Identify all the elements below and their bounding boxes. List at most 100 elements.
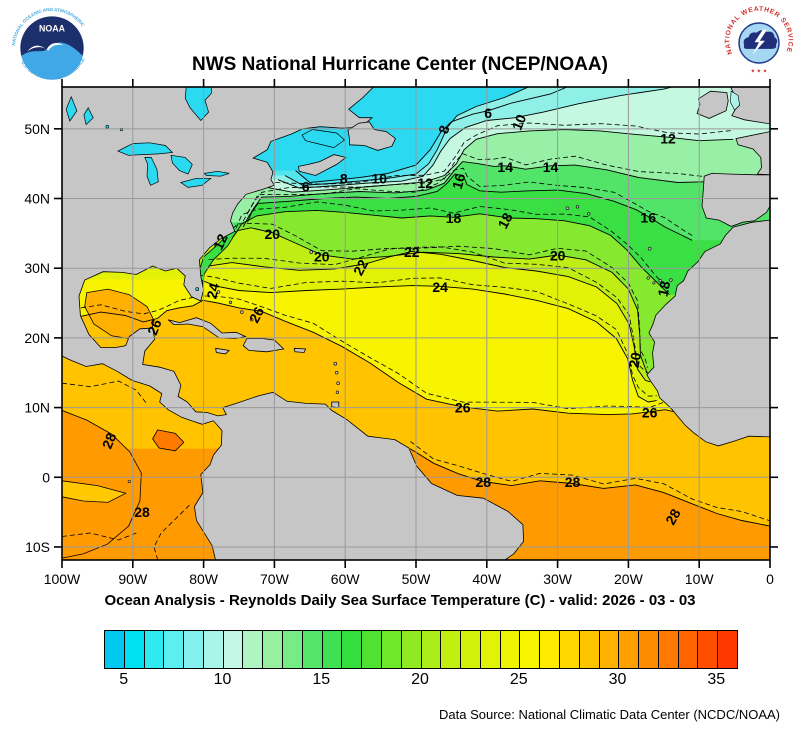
colorbar-cell <box>718 631 737 668</box>
land-africa <box>646 219 770 447</box>
svg-text:22: 22 <box>350 257 372 278</box>
colorbar-cell <box>678 631 699 668</box>
svg-text:10W: 10W <box>685 571 715 587</box>
svg-text:20N: 20N <box>24 330 50 346</box>
lake-winnipeg <box>65 95 78 122</box>
colorbar-cell <box>599 631 620 668</box>
svg-text:28: 28 <box>476 474 492 490</box>
colorbar-cell <box>421 631 442 668</box>
colorbar-cell <box>461 631 481 668</box>
colorbar-cell <box>105 631 125 668</box>
svg-text:30W: 30W <box>543 571 573 587</box>
colorbar-cell <box>263 631 284 668</box>
dashed-isotherms <box>62 122 770 560</box>
svg-text:20: 20 <box>265 226 281 242</box>
svg-text:80W: 80W <box>189 571 219 587</box>
svg-text:20W: 20W <box>614 571 644 587</box>
svg-text:50W: 50W <box>402 571 432 587</box>
svg-text:14: 14 <box>543 159 559 175</box>
svg-text:0: 0 <box>766 571 774 587</box>
land-iberia <box>701 172 770 227</box>
colorbar-cell <box>559 631 580 668</box>
land-cuba <box>167 317 247 340</box>
colorbar-cell <box>381 631 402 668</box>
colorbar-cell <box>520 631 541 668</box>
svg-text:10N: 10N <box>24 400 50 416</box>
svg-text:12: 12 <box>417 175 433 191</box>
lake-manitoba <box>83 107 94 126</box>
lake-layer <box>65 87 740 291</box>
svg-text:30N: 30N <box>24 260 50 276</box>
land-trinidad <box>331 401 340 409</box>
colorbar-cell <box>164 631 185 668</box>
colorbar-cell <box>223 631 244 668</box>
svg-text:16: 16 <box>640 209 656 225</box>
svg-text:6: 6 <box>302 179 310 195</box>
noaa-wordmark: NOAA <box>39 23 66 33</box>
irish-sea <box>730 90 740 111</box>
james-bay <box>184 87 212 122</box>
colorbar-tick-label: 35 <box>707 671 726 688</box>
colorbar-cell <box>639 631 659 668</box>
lake-ontario <box>203 170 230 177</box>
land-americas <box>62 87 525 560</box>
svg-text:20: 20 <box>314 248 330 264</box>
svg-text:40W: 40W <box>472 571 502 587</box>
gulf-st-lawrence <box>301 129 346 148</box>
colorbar-cell <box>540 631 560 668</box>
colorbar-tick-label: 15 <box>312 671 331 688</box>
svg-text:18: 18 <box>654 279 673 298</box>
colorbar-tick-label: 30 <box>608 671 627 688</box>
svg-text:70W: 70W <box>260 571 290 587</box>
colorbar-cell <box>500 631 521 668</box>
colorbar-cell <box>362 631 382 668</box>
svg-text:100W: 100W <box>44 571 81 587</box>
svg-text:16: 16 <box>449 172 469 191</box>
land-layer <box>62 87 770 560</box>
svg-text:20: 20 <box>550 248 566 264</box>
colorbar <box>104 630 738 669</box>
colorbar-cell <box>283 631 303 668</box>
colorbar-cell <box>619 631 640 668</box>
data-source-note: Data Source: National Climatic Data Cent… <box>439 707 780 722</box>
svg-text:26: 26 <box>246 304 268 325</box>
noaa-logo: NATIONAL OCEANIC AND ATMOSPHERIC U.S. DE… <box>10 6 94 90</box>
pacific-28-region <box>62 410 142 559</box>
svg-text:22: 22 <box>404 244 420 260</box>
svg-text:10: 10 <box>371 170 387 186</box>
svg-text:6: 6 <box>484 105 492 121</box>
svg-text:10S: 10S <box>25 539 50 555</box>
nws-logo: NATIONAL WEATHER SERVICE ★ ★ ★ <box>723 6 795 79</box>
svg-text:28: 28 <box>134 504 150 520</box>
land-jamaica <box>215 347 230 355</box>
svg-text:40N: 40N <box>24 191 50 207</box>
land-nova-scotia <box>298 154 347 176</box>
panama-warm-core <box>152 429 184 451</box>
svg-text:18: 18 <box>446 210 462 226</box>
colorbar-tick-label: 20 <box>411 671 429 688</box>
svg-text:20: 20 <box>626 351 644 369</box>
colorbar-cell <box>342 631 363 668</box>
colorbar-cell <box>184 631 204 668</box>
gulf-loop-warm <box>84 289 154 340</box>
nws-lightning-icon <box>752 29 768 55</box>
svg-text:26: 26 <box>144 317 165 338</box>
svg-text:60W: 60W <box>331 571 361 587</box>
colorbar-cell <box>658 631 679 668</box>
svg-text:12: 12 <box>660 131 676 147</box>
map-frame-axes: 100W 90W 80W 70W 60W 50W 40W 30W 20W 10W 0 50N 40N 30… <box>24 79 778 587</box>
colorbar-cell <box>302 631 323 668</box>
colorbar-cell <box>698 631 719 668</box>
colorbar-tick-label: 5 <box>119 671 129 688</box>
svg-text:18: 18 <box>494 210 516 231</box>
svg-text:10: 10 <box>509 112 530 133</box>
us-coastal-cool-strip <box>197 229 237 287</box>
colorbar-cell <box>144 631 165 668</box>
svg-text:28: 28 <box>99 430 120 451</box>
svg-text:12: 12 <box>210 231 231 252</box>
colorbar-cell <box>579 631 600 668</box>
map-caption: Ocean Analysis - Reynolds Daily Sea Surf… <box>104 592 696 609</box>
colorbar-cell <box>243 631 264 668</box>
